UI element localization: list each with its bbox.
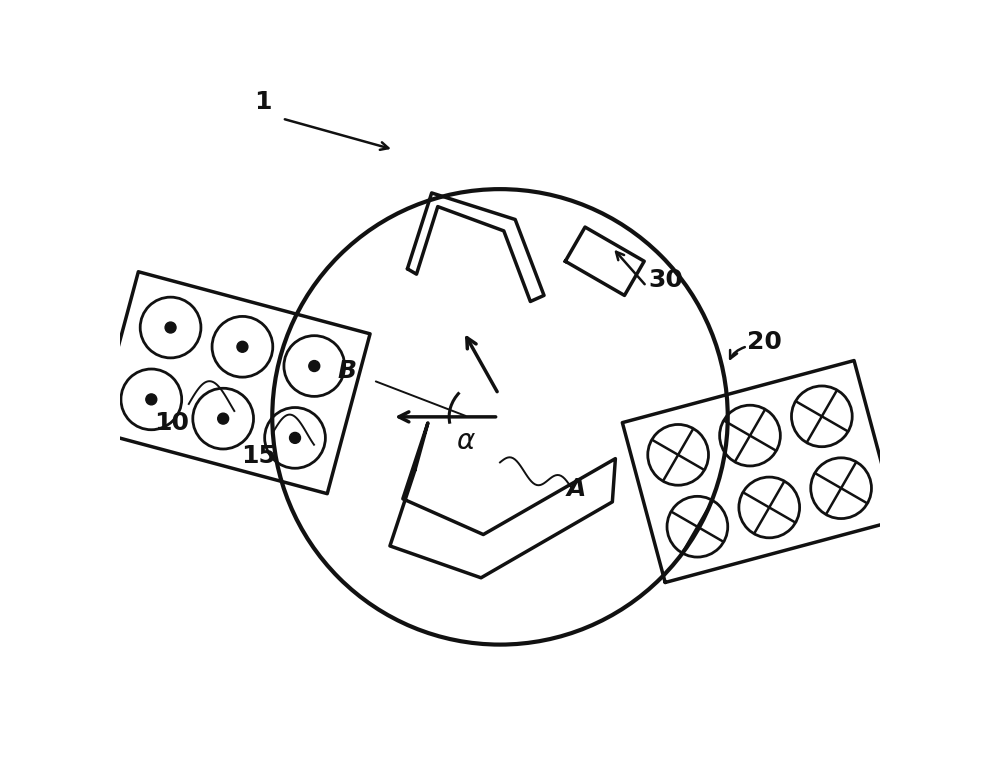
Text: $\alpha$: $\alpha$ xyxy=(456,427,476,455)
Text: 10: 10 xyxy=(155,411,190,435)
Circle shape xyxy=(290,432,300,444)
Text: 1: 1 xyxy=(254,90,272,114)
Circle shape xyxy=(218,413,229,424)
Text: B: B xyxy=(337,359,356,383)
Circle shape xyxy=(146,394,157,405)
Text: 20: 20 xyxy=(747,331,782,355)
Text: A: A xyxy=(566,477,586,501)
Circle shape xyxy=(237,342,248,352)
Text: 30: 30 xyxy=(648,268,683,292)
Text: 15: 15 xyxy=(241,444,276,468)
Circle shape xyxy=(309,360,320,372)
Circle shape xyxy=(165,322,176,333)
